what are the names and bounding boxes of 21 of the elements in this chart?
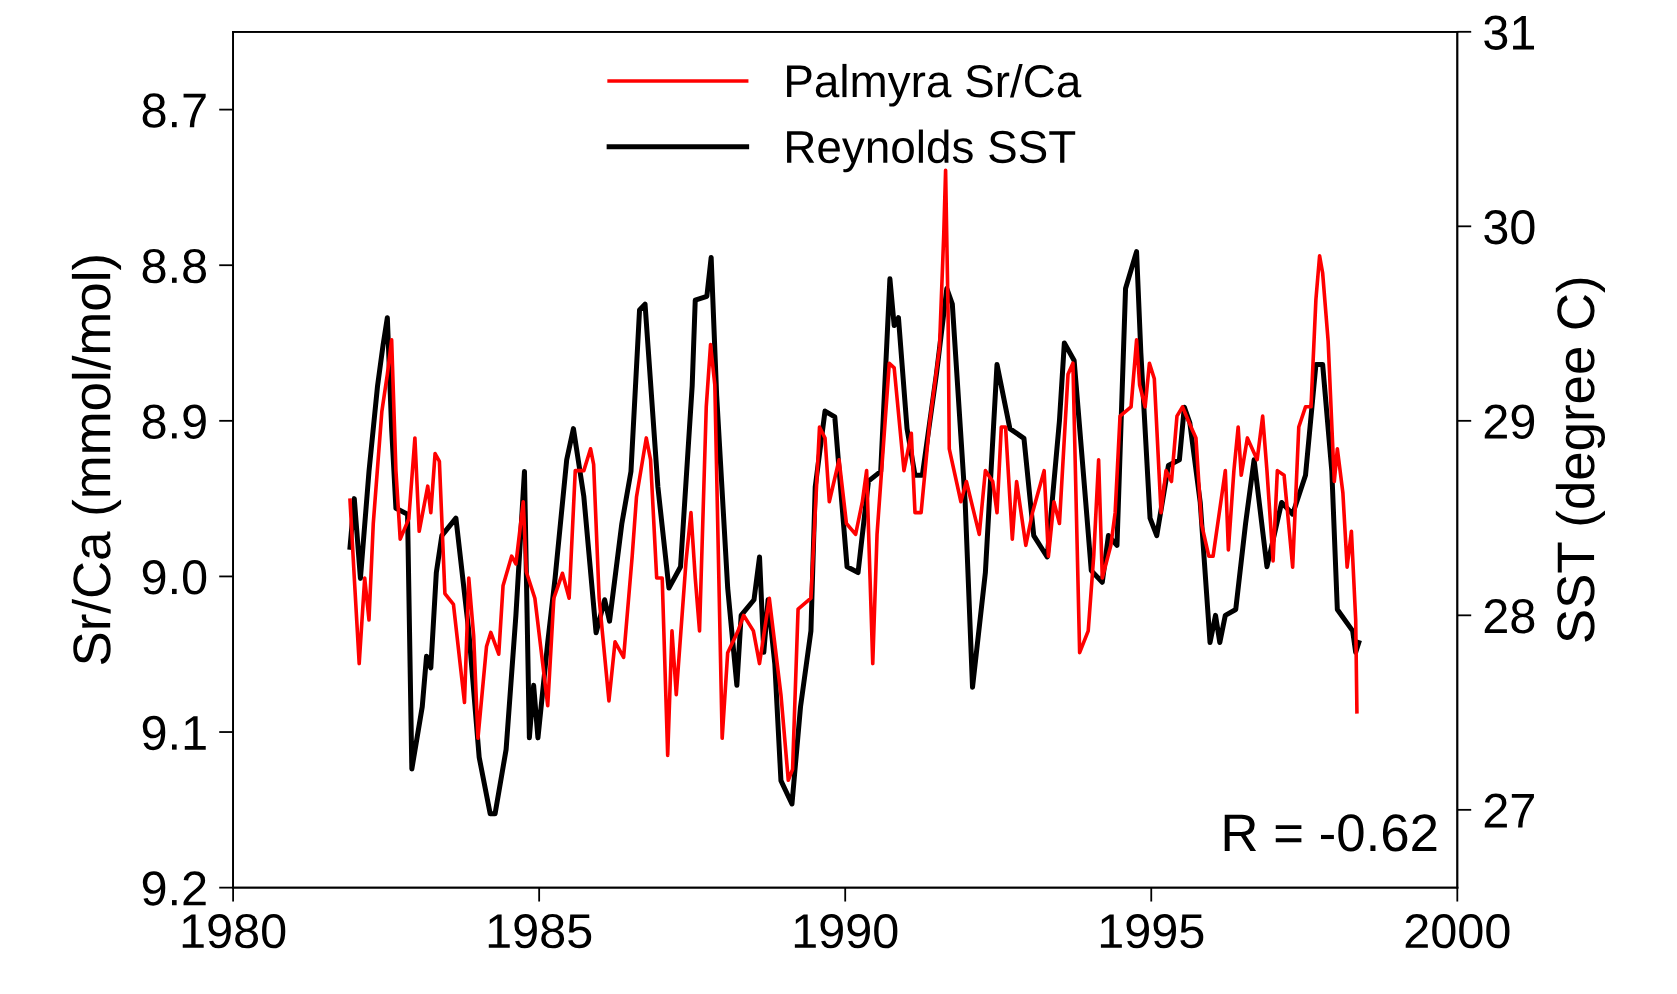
y2-tick-label: 30 xyxy=(1484,209,1535,245)
legend-label: Palmyra Sr/Ca xyxy=(787,63,1082,107)
y-axis-title: Sr/Ca (mmol/mol) xyxy=(71,256,122,665)
y2-tick-label: 28 xyxy=(1484,599,1535,634)
x-tick-label: 1980 xyxy=(182,913,286,949)
x-tick-label: 2000 xyxy=(1405,913,1510,949)
x-tick-label: 1990 xyxy=(794,913,898,949)
x-tick-label: 1995 xyxy=(1100,913,1204,949)
legend-label: Reynolds SST xyxy=(787,129,1076,173)
x-tick-label: 1985 xyxy=(488,913,592,949)
y-tick-label: 8.9 xyxy=(142,404,206,439)
y2-tick-label: 29 xyxy=(1484,404,1535,439)
y2-tick-label: 31 xyxy=(1484,15,1535,50)
y-tick-label: 9.0 xyxy=(142,560,207,595)
y-tick-label: 8.7 xyxy=(142,93,206,128)
annotation: R = -0.62 xyxy=(1224,814,1437,852)
y-tick-label: 9.2 xyxy=(142,871,206,906)
y-tick-label: 9.1 xyxy=(142,715,206,751)
y2-tick-label: 27 xyxy=(1484,793,1534,828)
y2-axis-title: SST (degree C) xyxy=(1555,278,1606,642)
y-tick-label: 8.8 xyxy=(142,248,206,284)
